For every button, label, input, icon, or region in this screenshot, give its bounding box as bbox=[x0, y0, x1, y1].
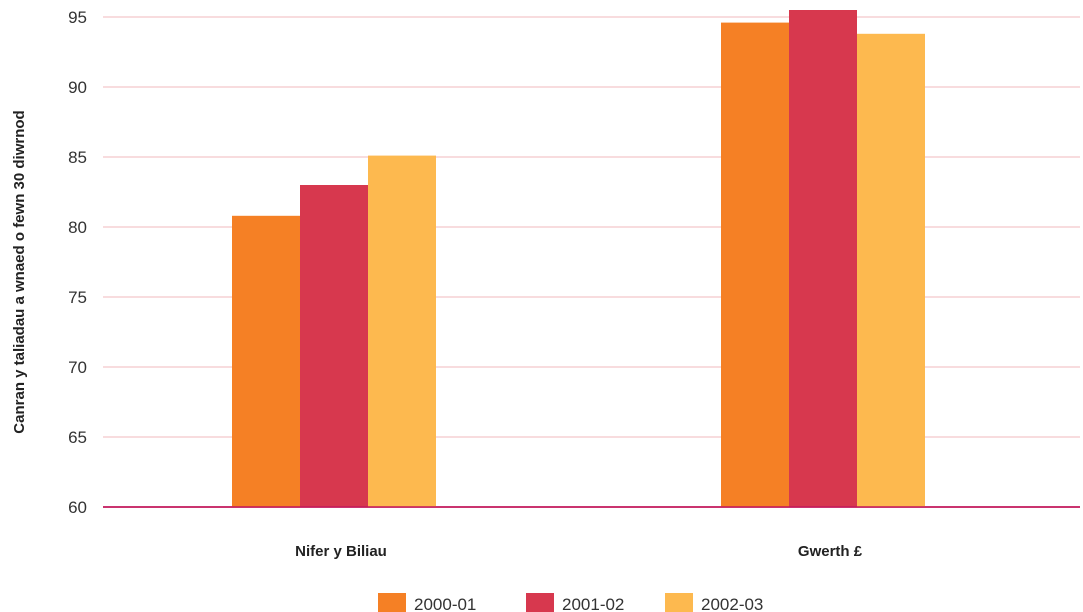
y-tick-label: 95 bbox=[68, 8, 87, 27]
y-tick-label: 60 bbox=[68, 498, 87, 517]
y-tick-label: 90 bbox=[68, 78, 87, 97]
y-axis-title: Canran y taliadau a wnaed o fewn 30 diwr… bbox=[11, 110, 28, 433]
y-tick-label: 80 bbox=[68, 218, 87, 237]
bar-2001-02-1 bbox=[789, 10, 857, 507]
y-tick-label: 70 bbox=[68, 358, 87, 377]
x-category-label: Gwerth £ bbox=[798, 543, 863, 560]
legend-swatch bbox=[665, 593, 693, 612]
bar-2001-02-0 bbox=[300, 185, 368, 507]
legend-swatch bbox=[378, 593, 406, 612]
bar-2000-01-0 bbox=[232, 215, 300, 508]
bar-2000-01-1 bbox=[721, 22, 789, 507]
x-category-label: Nifer y Biliau bbox=[295, 543, 387, 560]
bar-2002-03-0 bbox=[368, 155, 436, 507]
legend-label: 2001-02 bbox=[562, 595, 624, 612]
bar-2002-03-1 bbox=[857, 33, 925, 508]
legend: 2000-01 2001-02 2002-03 bbox=[378, 593, 763, 612]
y-tick-label: 85 bbox=[68, 148, 87, 167]
y-tick-label: 75 bbox=[68, 288, 87, 307]
axes: Canran y taliadau a wnaed o fewn 30 diwr… bbox=[11, 8, 863, 560]
legend-label: 2002-03 bbox=[701, 595, 763, 612]
legend-swatch bbox=[526, 593, 554, 612]
bars bbox=[103, 10, 1080, 508]
legend-label: 2000-01 bbox=[414, 595, 476, 612]
y-tick-label: 65 bbox=[68, 428, 87, 447]
